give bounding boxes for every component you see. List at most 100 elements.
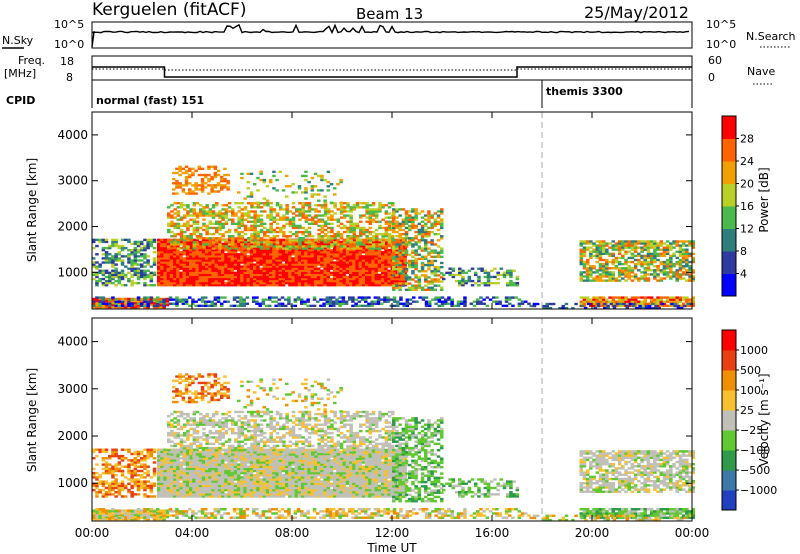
heatmap-cell [582,298,587,301]
heatmap-cell [204,175,208,179]
heatmap-cell [483,275,488,279]
heatmap-cell [282,247,286,250]
heatmap-cell [165,301,170,305]
heatmap-cell [136,515,141,519]
heatmap-cell [355,284,359,287]
heatmap-cell [327,210,331,213]
heatmap-cell [231,243,235,246]
heatmap-cell [258,302,262,305]
heatmap-cell [256,263,260,266]
heatmap-cell [181,300,186,303]
heatmap-cell [376,300,381,303]
heatmap-cell [362,230,366,234]
heatmap-cell [440,251,444,254]
heatmap-cell [359,220,363,223]
heatmap-cell [160,263,164,266]
heatmap-cell [227,273,231,277]
heatmap-cell [589,271,593,274]
heatmap-cell [330,243,334,246]
heatmap-cell [263,210,267,213]
heatmap-cell [255,296,259,299]
heatmap-cell [345,261,350,264]
heatmap-cell [672,252,676,256]
heatmap-cell [427,241,431,244]
heatmap-cell [173,273,177,277]
heatmap-cell [108,244,112,248]
heatmap-cell [146,244,150,248]
heatmap-cell [669,265,673,268]
heatmap-cell [301,226,305,230]
heatmap-cell [669,256,673,260]
heatmap-cell [259,178,263,182]
heatmap-cell [266,230,270,234]
heatmap-cell [215,202,219,205]
heatmap-cell [579,242,583,245]
heatmap-cell [227,265,231,268]
heatmap-cell [92,263,96,266]
heatmap-cell [399,302,403,305]
heatmap-cell [269,212,273,215]
heatmap-cell [311,218,315,221]
heatmap-cell [371,284,375,287]
heatmap-cell [349,241,353,244]
heatmap-cell [230,251,235,254]
heatmap-cell [211,238,215,242]
heatmap-cell [186,247,190,250]
heatmap-cell [272,248,276,252]
heatmap-cell [185,263,190,266]
heatmap-cell [301,284,305,287]
heatmap-cell [291,239,296,242]
heatmap-cell [210,302,214,305]
heatmap-cell [160,275,164,279]
heatmap-cell [227,269,231,272]
heatmap-cell [291,183,295,186]
heatmap-cell [515,284,520,287]
heatmap-cell [277,298,282,301]
heatmap-cell [392,210,396,213]
heatmap-cell [199,204,203,207]
heatmap-cell [659,304,663,308]
heatmap-cell [195,251,199,254]
heatmap-cell [272,284,276,287]
heatmap-cell [640,265,644,268]
heatmap-cell [391,241,395,244]
heatmap-cell [98,263,102,266]
heatmap-cell [313,267,318,270]
heatmap-cell [320,247,325,250]
heatmap-cell [617,256,622,260]
heatmap-cell [211,273,215,277]
heatmap-cell [395,243,399,246]
heatmap-cell [665,244,670,247]
heatmap-cell [368,257,372,260]
heatmap-cell [381,279,385,283]
heatmap-cell [675,298,679,301]
heatmap-cell [401,243,406,246]
heatmap-cell [329,251,334,254]
heatmap-cell [201,257,206,260]
heatmap-cell [98,279,102,283]
heatmap-cell [163,273,167,277]
heatmap-cell [585,298,590,301]
heatmap-cell [323,263,327,266]
heatmap-cell [291,275,295,279]
heatmap-cell [259,228,264,232]
heatmap-cell [317,269,321,272]
heatmap-cell [352,279,356,283]
heatmap-cell [130,302,134,305]
heatmap-cell [393,269,398,272]
heatmap-cell [108,277,112,281]
heatmap-cell [430,270,434,273]
heatmap-cell [392,214,396,217]
heatmap-cell [214,275,219,279]
heatmap-cell [408,239,412,242]
heatmap-cell [627,242,631,245]
heatmap-cell [140,253,144,256]
heatmap-cell [285,275,289,279]
heatmap-cell [335,298,339,301]
heatmap-cell [653,244,657,247]
heatmap-cell [246,261,251,264]
heatmap-cell [143,298,147,301]
heatmap-cell [136,242,141,246]
heatmap-cell [275,226,280,230]
heatmap-cell [656,254,660,258]
